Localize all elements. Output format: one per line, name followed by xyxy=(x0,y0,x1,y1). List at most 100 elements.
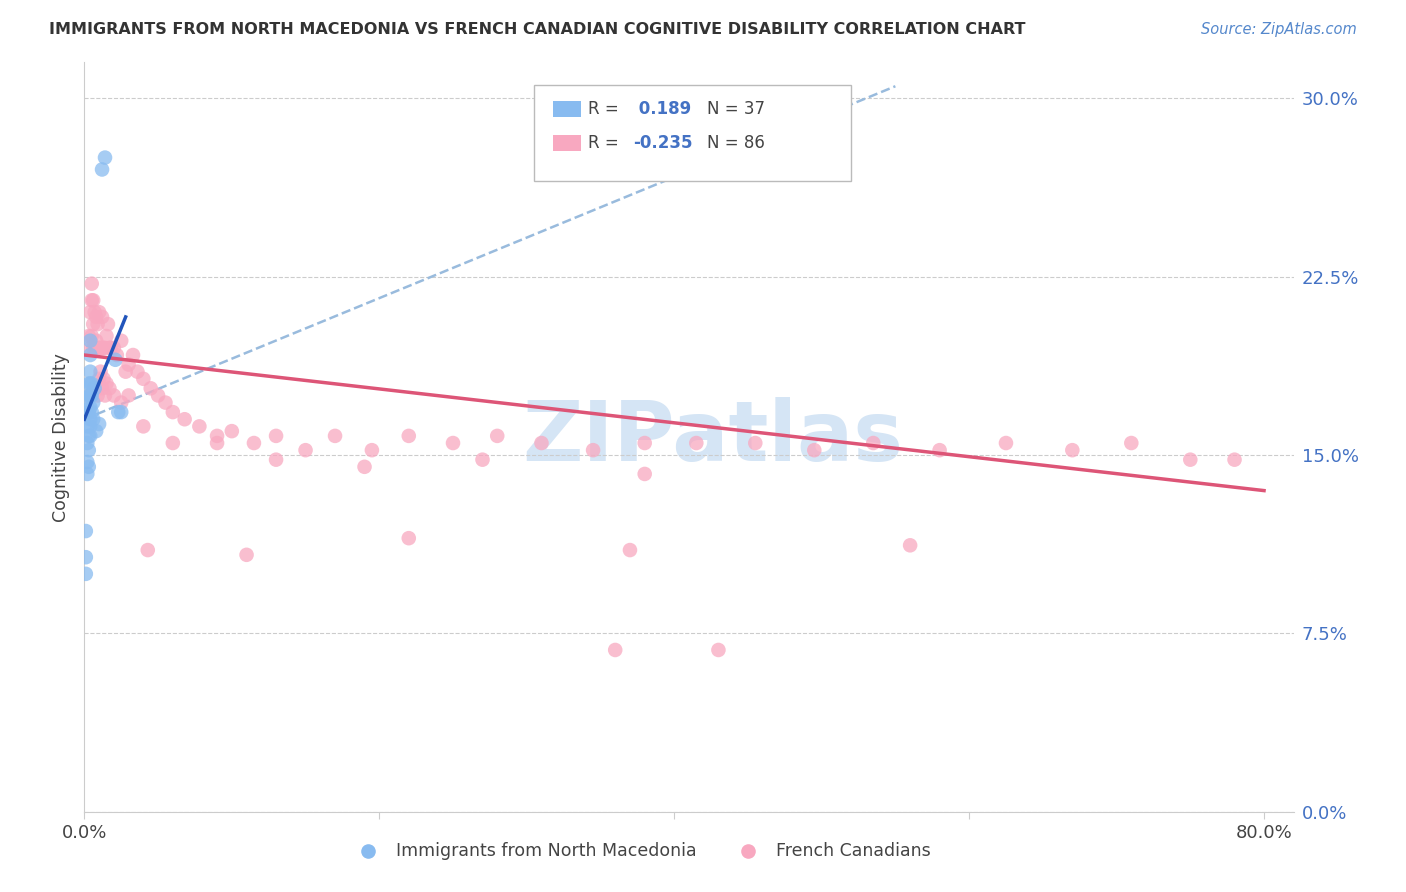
Point xyxy=(146,388,169,402)
Point xyxy=(605,643,627,657)
Point xyxy=(1062,443,1084,458)
Point xyxy=(173,412,195,426)
Point xyxy=(82,341,104,355)
Point xyxy=(76,467,98,481)
Point xyxy=(744,436,766,450)
Point xyxy=(353,459,375,474)
Point xyxy=(117,388,139,402)
Point xyxy=(928,443,950,458)
Point xyxy=(619,543,641,558)
Point xyxy=(264,452,287,467)
Point xyxy=(79,348,101,362)
Point xyxy=(91,162,114,177)
Point xyxy=(86,388,108,402)
Point xyxy=(105,348,128,362)
Point xyxy=(86,317,108,331)
Point xyxy=(82,412,104,426)
Text: R =: R = xyxy=(588,100,619,118)
Point xyxy=(471,452,494,467)
Text: N = 86: N = 86 xyxy=(707,134,765,152)
Text: 0.189: 0.189 xyxy=(633,100,690,118)
Point xyxy=(862,436,884,450)
Point xyxy=(84,310,107,324)
Point xyxy=(530,436,553,450)
Point xyxy=(1121,436,1143,450)
Point xyxy=(87,341,110,355)
Point xyxy=(82,395,104,409)
Point xyxy=(155,395,177,409)
Point xyxy=(80,405,103,419)
Point xyxy=(91,341,114,355)
Point xyxy=(79,419,101,434)
Point xyxy=(188,419,211,434)
Point xyxy=(398,429,420,443)
Point xyxy=(83,381,105,395)
Text: N = 37: N = 37 xyxy=(707,100,765,118)
Point xyxy=(79,334,101,348)
Point xyxy=(100,341,122,355)
Point xyxy=(75,550,97,565)
Point xyxy=(76,436,98,450)
Point xyxy=(84,334,107,348)
Point xyxy=(803,443,825,458)
Point xyxy=(398,531,420,545)
Point xyxy=(80,376,103,391)
Point xyxy=(132,372,155,386)
Point xyxy=(221,424,243,438)
Point xyxy=(110,395,132,409)
Point xyxy=(264,429,287,443)
Text: IMMIGRANTS FROM NORTH MACEDONIA VS FRENCH CANADIAN COGNITIVE DISABILITY CORRELAT: IMMIGRANTS FROM NORTH MACEDONIA VS FRENC… xyxy=(49,22,1026,37)
Point xyxy=(104,352,127,367)
Point xyxy=(162,405,184,419)
Point xyxy=(96,329,118,343)
Point xyxy=(323,429,346,443)
Point xyxy=(93,372,115,386)
Point xyxy=(80,388,103,402)
Point xyxy=(87,417,110,431)
Point xyxy=(107,405,129,419)
Legend: Immigrants from North Macedonia, French Canadians: Immigrants from North Macedonia, French … xyxy=(343,835,938,867)
Point xyxy=(82,317,104,331)
Point xyxy=(994,436,1017,450)
Point xyxy=(685,436,707,450)
Point xyxy=(117,358,139,372)
Point xyxy=(96,376,118,391)
Point xyxy=(87,372,110,386)
Point xyxy=(84,424,107,438)
Point xyxy=(103,388,125,402)
Point xyxy=(898,538,921,552)
Point xyxy=(76,455,98,469)
Point xyxy=(97,317,120,331)
Point xyxy=(582,443,605,458)
Point xyxy=(98,381,121,395)
Point xyxy=(77,429,100,443)
Point xyxy=(77,388,100,402)
Point xyxy=(486,429,509,443)
Point xyxy=(82,293,104,308)
Text: Source: ZipAtlas.com: Source: ZipAtlas.com xyxy=(1201,22,1357,37)
Point xyxy=(77,376,100,391)
Text: ZIPatlas: ZIPatlas xyxy=(523,397,904,477)
Point xyxy=(79,429,101,443)
Point xyxy=(634,436,657,450)
Point xyxy=(94,341,117,355)
Point xyxy=(98,341,121,355)
Point xyxy=(91,381,114,395)
Point xyxy=(110,334,132,348)
Point xyxy=(79,412,101,426)
Point xyxy=(110,405,132,419)
Point xyxy=(76,401,98,415)
Point xyxy=(79,388,101,402)
Point xyxy=(75,566,97,581)
Point xyxy=(1180,452,1202,467)
Point xyxy=(77,329,100,343)
Point xyxy=(132,419,155,434)
Point xyxy=(77,459,100,474)
Point xyxy=(139,381,162,395)
Point xyxy=(80,277,103,291)
Point xyxy=(122,348,145,362)
Point xyxy=(93,341,115,355)
Point xyxy=(441,436,464,450)
Point xyxy=(205,429,228,443)
Point xyxy=(361,443,384,458)
